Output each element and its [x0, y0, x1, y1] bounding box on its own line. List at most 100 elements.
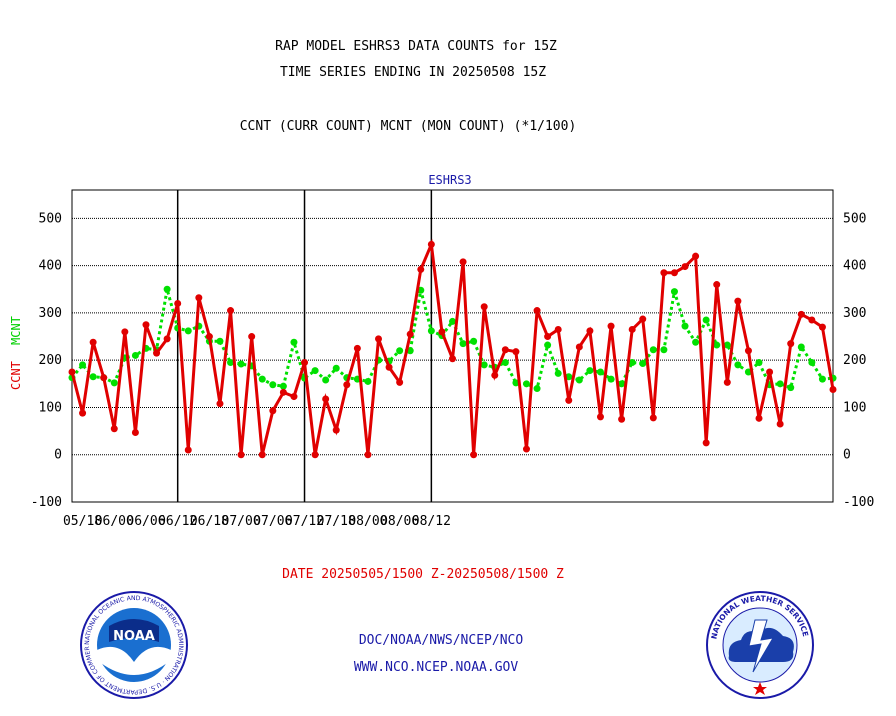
data-point-ccnt: [89, 338, 97, 346]
data-point-ccnt: [501, 346, 509, 354]
data-point-mcnt: [660, 346, 668, 354]
data-point-mcnt: [131, 351, 139, 359]
y-tick-label-right: 100: [843, 400, 866, 415]
x-tick-label: 07/06: [253, 514, 292, 529]
data-point-ccnt: [670, 269, 678, 277]
data-point-mcnt: [554, 369, 562, 377]
org-path: DOC/NOAA/NWS/NCEP/NCO: [358, 633, 524, 648]
noaa-logo-icon: NATIONAL OCEANIC AND ATMOSPHERIC ADMINIS…: [79, 590, 188, 699]
y-tick-label-left: 300: [39, 306, 62, 321]
data-point-ccnt: [533, 307, 541, 315]
data-point-ccnt: [808, 316, 816, 324]
data-point-mcnt: [544, 341, 552, 349]
data-point-mcnt: [586, 367, 594, 375]
data-point-ccnt: [586, 327, 594, 335]
data-point-mcnt: [110, 379, 118, 387]
data-point-ccnt: [766, 368, 774, 376]
data-point-ccnt: [258, 451, 266, 459]
data-point-ccnt: [818, 323, 826, 331]
data-point-mcnt: [364, 377, 372, 385]
y-tick-label-left: 0: [54, 448, 62, 463]
data-point-mcnt: [89, 373, 97, 381]
data-point-mcnt: [723, 341, 731, 349]
data-point-ccnt: [153, 349, 161, 357]
data-point-ccnt: [311, 451, 319, 459]
x-tick-label: 07/12: [285, 514, 324, 529]
data-point-mcnt: [607, 375, 615, 383]
nws-logo-icon: NATIONAL WEATHER SERVICE: [706, 591, 814, 699]
data-point-ccnt: [417, 265, 425, 273]
data-point-ccnt: [575, 343, 583, 351]
y-tick-label-left: 400: [39, 259, 62, 274]
chart-subtitle: CCNT (CURR COUNT) MCNT (MON COUNT) (*1/1…: [239, 119, 577, 134]
data-point-mcnt: [639, 359, 647, 367]
data-point-ccnt: [396, 378, 404, 386]
data-point-ccnt: [554, 325, 562, 333]
y-tick-label-right: -100: [843, 495, 874, 510]
website-link[interactable]: WWW.NCO.NCEP.NOAA.GOV: [353, 660, 519, 675]
data-point-mcnt: [311, 367, 319, 375]
data-point-mcnt: [776, 380, 784, 388]
x-tick-label: 08/12: [412, 514, 451, 529]
data-point-mcnt: [575, 376, 583, 384]
data-point-mcnt: [522, 380, 530, 388]
data-point-ccnt: [829, 385, 837, 393]
data-point-mcnt: [818, 375, 826, 383]
data-point-ccnt: [470, 451, 478, 459]
data-point-ccnt: [216, 400, 224, 408]
data-point-ccnt: [628, 325, 636, 333]
data-point-ccnt: [290, 393, 298, 401]
panel-title: ESHRS3: [428, 173, 471, 187]
data-point-ccnt: [227, 307, 235, 315]
data-point-ccnt: [79, 409, 87, 417]
data-point-mcnt: [237, 360, 245, 368]
data-point-ccnt: [734, 297, 742, 305]
data-point-mcnt: [533, 385, 541, 393]
y-axis-label-ccnt: CCNT: [9, 361, 23, 390]
data-point-ccnt: [755, 414, 763, 422]
noaa-logo-text: NOAA: [113, 629, 155, 644]
data-point-mcnt: [322, 376, 330, 384]
date-range: DATE 20250505/1500 Z-20250508/1500 Z: [282, 567, 564, 582]
series-line-ccnt: [70, 238, 835, 456]
data-point-ccnt: [607, 322, 615, 330]
x-tick-label: 08/00: [348, 514, 387, 529]
data-point-mcnt: [702, 316, 710, 324]
data-point-ccnt: [301, 359, 309, 367]
data-point-mcnt: [628, 359, 636, 367]
data-point-ccnt: [787, 340, 795, 348]
data-point-ccnt: [279, 388, 287, 396]
data-point-mcnt: [290, 338, 298, 346]
data-point-ccnt: [713, 281, 721, 289]
y-tick-label-right: 0: [843, 448, 851, 463]
data-point-ccnt: [618, 415, 626, 423]
data-point-ccnt: [427, 240, 435, 248]
plot-frame: [71, 189, 834, 503]
data-point-ccnt: [797, 310, 805, 318]
data-point-ccnt: [681, 263, 689, 271]
y-tick-label-left: 100: [39, 400, 62, 415]
data-point-ccnt: [184, 446, 192, 454]
data-point-ccnt: [142, 321, 150, 329]
data-point-mcnt: [670, 288, 678, 296]
data-point-ccnt: [565, 396, 573, 404]
y-tick-label-right: 200: [843, 353, 866, 368]
data-point-ccnt: [491, 371, 499, 379]
data-point-mcnt: [184, 327, 192, 335]
data-point-ccnt: [512, 348, 520, 356]
x-tick-label: 06/12: [158, 514, 197, 529]
data-point-mcnt: [258, 375, 266, 383]
data-point-ccnt: [702, 439, 710, 447]
y-axis-label-mcnt: MCNT: [9, 316, 23, 345]
data-point-mcnt: [480, 361, 488, 369]
y-tick-label-left: -100: [31, 495, 62, 510]
data-point-mcnt: [649, 346, 657, 354]
data-point-ccnt: [723, 378, 731, 386]
data-point-ccnt: [438, 328, 446, 336]
data-point-mcnt: [470, 337, 478, 345]
data-point-ccnt: [237, 451, 245, 459]
data-point-mcnt: [713, 341, 721, 349]
data-point-ccnt: [744, 347, 752, 355]
x-tick-label: 06/06: [126, 514, 165, 529]
